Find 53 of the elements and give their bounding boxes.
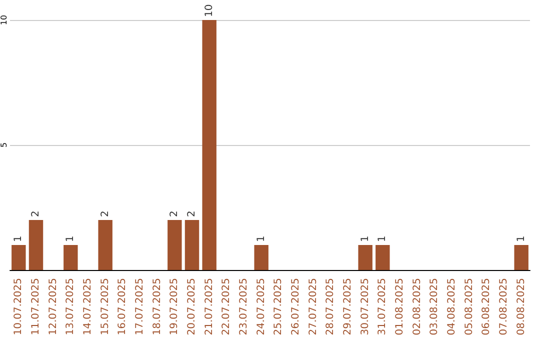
- x-tick-label: 07.08.2025: [498, 278, 510, 336]
- bar: [184, 220, 200, 270]
- x-tick-label: 13.07.2025: [65, 278, 76, 336]
- x-tick-label: 22.07.2025: [221, 278, 232, 336]
- x-tick-label: 12.07.2025: [48, 278, 59, 336]
- data-label: 2: [100, 210, 111, 217]
- x-tick-label: 15.07.2025: [100, 278, 111, 336]
- x-tick-label: 28.07.2025: [325, 278, 336, 336]
- x-tick-label: 17.07.2025: [134, 278, 146, 336]
- bar: [98, 220, 112, 270]
- x-tick-label: 02.08.2025: [412, 278, 423, 336]
- x-tick-label: 04.08.2025: [446, 278, 458, 336]
- data-label: 1: [256, 236, 267, 242]
- data-label: 2: [30, 210, 42, 217]
- x-tick-label: 23.07.2025: [238, 278, 250, 336]
- data-label: 1: [516, 236, 527, 242]
- data-label: 10: [204, 4, 215, 17]
- bar: [254, 245, 268, 270]
- x-tick-label: 11.07.2025: [30, 278, 42, 336]
- bar: [168, 220, 182, 270]
- x-tick-label: 25.07.2025: [273, 278, 284, 336]
- data-label: 1: [65, 236, 76, 242]
- x-tick-label: 08.08.2025: [516, 278, 527, 336]
- x-tick-label: 16.07.2025: [117, 278, 128, 336]
- x-tick-label: 05.08.2025: [464, 278, 475, 336]
- x-tick-label: 19.07.2025: [169, 278, 180, 336]
- x-tick-label: 31.07.2025: [377, 278, 388, 336]
- data-label: 1: [360, 236, 371, 242]
- x-tick-label: 21.07.2025: [204, 278, 215, 336]
- x-tick-label: 01.08.2025: [394, 278, 406, 336]
- x-tick-label: 10.07.2025: [13, 278, 24, 336]
- bar: [12, 245, 26, 270]
- x-tick-label: 27.07.2025: [308, 278, 319, 336]
- data-label: 1: [13, 236, 24, 242]
- bar: [358, 245, 372, 270]
- bar: [514, 245, 528, 270]
- x-tick-label: 20.07.2025: [186, 278, 198, 336]
- x-tick-label: 30.07.2025: [360, 278, 371, 336]
- x-tick-label: 14.07.2025: [82, 278, 94, 336]
- bar: [64, 245, 78, 270]
- data-label: 2: [169, 210, 180, 217]
- x-tick-label: 26.07.2025: [290, 278, 302, 336]
- x-tick-label: 03.08.2025: [429, 278, 440, 336]
- data-label: 2: [186, 210, 198, 217]
- x-tick-label: 06.08.2025: [481, 278, 492, 336]
- x-tick-label: 18.07.2025: [152, 278, 163, 336]
- data-label: 1: [377, 236, 388, 242]
- bar: [202, 20, 216, 270]
- x-tick-label: 24.07.2025: [256, 278, 267, 336]
- x-tick-label: 29.07.2025: [342, 278, 354, 336]
- bar: [376, 245, 390, 270]
- y-tick-label: 5: [0, 142, 8, 148]
- bar: [28, 220, 44, 270]
